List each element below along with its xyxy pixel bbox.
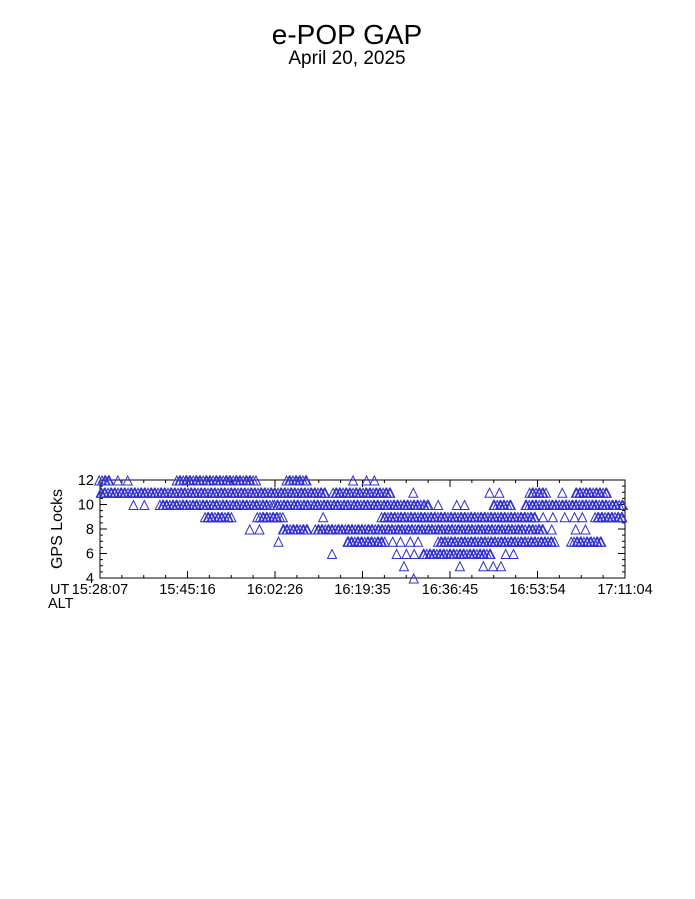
marker-row-4 [408, 572, 420, 584]
triangle-marker [302, 523, 313, 535]
triangle-marker [577, 511, 588, 523]
triangle-marker [495, 560, 507, 572]
triangle-marker [139, 499, 150, 510]
triangle-marker [537, 523, 549, 535]
y-tick-label: 10 [78, 498, 94, 514]
triangle-marker [250, 474, 262, 486]
triangle-marker [451, 499, 463, 510]
triangle-marker [556, 487, 568, 498]
triangle-marker [529, 511, 541, 523]
triangle-marker [407, 487, 419, 498]
triangle-marker [384, 487, 396, 498]
marker-row-8 [244, 523, 591, 535]
triangle-marker [254, 523, 265, 535]
axis-tick-labels: 15:28:07 15:45:16 16:02:26 16:19:35 16:36:45… [72, 473, 653, 598]
marker-row-11 [95, 487, 613, 498]
triangle-marker [387, 536, 399, 547]
x-tick-label: 15:45:16 [159, 582, 215, 598]
triangle-marker [549, 536, 560, 547]
triangle-marker [478, 560, 489, 572]
triangle-marker [273, 536, 284, 547]
triangle-marker [484, 487, 495, 498]
triangle-marker [595, 536, 607, 547]
x-tick-label: 16:02:26 [247, 582, 303, 598]
triangle-marker [485, 548, 496, 559]
triangle-marker [369, 474, 380, 486]
triangle-marker [547, 511, 559, 523]
triangle-marker [487, 560, 499, 572]
triangle-marker [546, 523, 558, 535]
triangle-marker [412, 536, 424, 547]
y-tick-label: 6 [86, 547, 94, 563]
triangle-marker [494, 487, 505, 498]
triangle-marker [103, 474, 115, 486]
triangle-marker [226, 511, 237, 523]
triangle-marker [569, 511, 580, 523]
triangle-marker [616, 511, 628, 523]
alt-axis-label: ALT [48, 596, 74, 612]
triangle-marker [559, 511, 571, 523]
marker-row-10 [128, 499, 629, 510]
y-tick-label: 12 [78, 473, 94, 489]
triangle-marker [301, 474, 312, 486]
triangle-marker [459, 499, 470, 510]
triangle-marker [408, 548, 420, 559]
triangle-marker [505, 499, 517, 510]
triangle-marker [398, 560, 410, 572]
x-tick-label: 16:36:45 [422, 582, 478, 598]
triangle-marker [277, 511, 289, 523]
y-tick-label: 8 [86, 522, 94, 538]
triangle-marker [401, 548, 412, 559]
triangle-marker [128, 499, 139, 510]
triangle-marker [404, 536, 416, 547]
marker-row-9 [199, 511, 628, 523]
data-points [93, 474, 629, 584]
triangle-marker [361, 474, 372, 486]
triangle-marker [570, 523, 581, 535]
marker-row-6 [326, 548, 519, 559]
y-tick-label: 4 [86, 571, 94, 587]
x-tick-label: 16:53:54 [509, 582, 565, 598]
chart-title: e-POP GAP [272, 19, 422, 50]
triangle-marker [319, 487, 331, 498]
triangle-marker [580, 523, 591, 535]
triangle-marker [395, 536, 406, 547]
triangle-marker [617, 499, 629, 510]
triangle-marker [408, 572, 420, 584]
marker-row-12 [93, 474, 380, 486]
triangle-marker [423, 499, 434, 510]
marker-row-7 [273, 536, 607, 547]
x-tick-label: 16:19:35 [334, 582, 390, 598]
triangle-marker [454, 560, 466, 572]
triangle-marker [112, 474, 124, 486]
triangle-marker [391, 548, 402, 559]
triangle-marker [537, 511, 549, 523]
triangle-marker [540, 487, 552, 498]
x-tick-label: 17:11:04 [597, 582, 652, 598]
triangle-marker [122, 474, 133, 486]
ut-axis-label: UT [50, 582, 69, 598]
marker-row-5 [398, 560, 507, 572]
triangle-marker [508, 548, 519, 559]
triangle-marker [347, 474, 359, 486]
triangle-marker [500, 548, 512, 559]
y-axis-label: GPS Locks [49, 489, 66, 569]
chart-subtitle: April 20, 2025 [288, 48, 405, 69]
triangle-marker [326, 548, 338, 559]
triangle-marker [379, 536, 391, 547]
triangle-marker [601, 487, 613, 498]
triangle-marker [317, 511, 329, 523]
triangle-marker [244, 523, 256, 535]
x-tick-label: 15:28:07 [72, 582, 128, 598]
triangle-marker [432, 499, 444, 510]
